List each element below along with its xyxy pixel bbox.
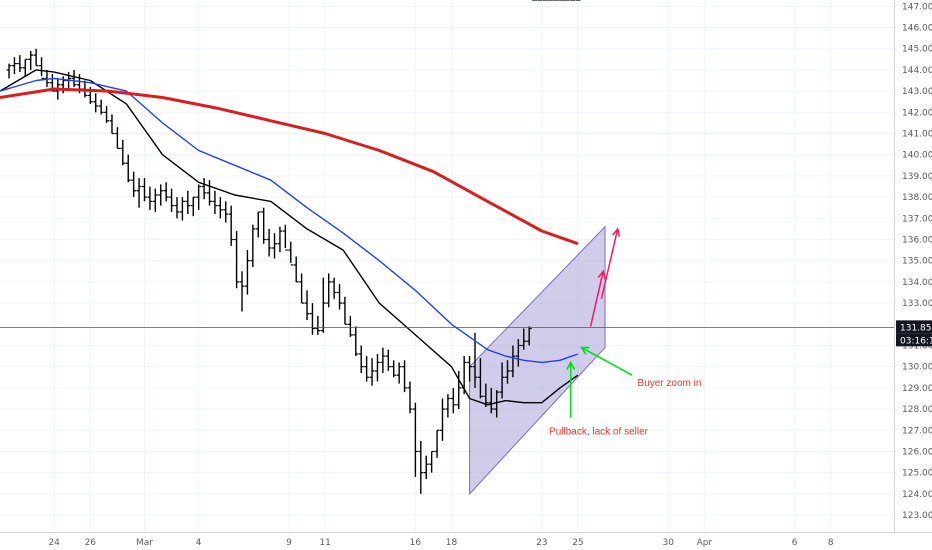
y-tick-label: 143.000 xyxy=(902,87,932,97)
x-tick-label: 4 xyxy=(196,538,202,548)
last-price-tag xyxy=(896,320,932,334)
x-tick-label: 23 xyxy=(536,538,547,548)
price-channel xyxy=(469,225,606,496)
projection-arrow xyxy=(600,228,619,300)
projection-arrow xyxy=(589,271,604,327)
ema_mid-line xyxy=(0,77,579,364)
x-tick-label: 8 xyxy=(828,538,834,548)
time-axis[interactable]: 24 26 Mar 4 9 11 16 18 23 25 30 Apr 6 8 xyxy=(48,538,833,548)
x-tick-label: 25 xyxy=(572,538,583,548)
last-price-label: 131.855 xyxy=(900,323,932,333)
y-tick-label: 144.000 xyxy=(902,66,932,76)
y-tick-label: 141.000 xyxy=(902,130,932,140)
annotations: Buyer zoom in Pullback, lack of seller xyxy=(549,346,702,438)
projection-arrow-head xyxy=(597,269,606,280)
projection-arrow-head xyxy=(612,227,621,237)
y-tick-label: 135.000 xyxy=(902,257,932,267)
y-tick-label: 133.000 xyxy=(902,299,932,309)
last-price-tags: 131.855 03:16:10 xyxy=(896,320,932,347)
y-tick-label: 125.000 xyxy=(902,469,932,479)
x-tick-label: 11 xyxy=(319,538,330,548)
channel-area xyxy=(469,225,606,496)
ema_fast-line xyxy=(0,69,579,406)
x-tick-label: 16 xyxy=(410,538,422,548)
pointer-arrow xyxy=(581,346,633,376)
y-tick-label: 134.000 xyxy=(902,278,932,288)
x-tick-label: 6 xyxy=(792,538,798,548)
pointer-arrow-head xyxy=(580,346,590,355)
y-tick-label: 140.000 xyxy=(902,151,932,161)
x-tick-label: 24 xyxy=(48,538,60,548)
y-tick-label: 138.000 xyxy=(902,193,932,203)
y-tick-label: 124.000 xyxy=(902,490,932,500)
y-tick-label: 147.000 xyxy=(902,2,932,12)
grid-lines xyxy=(0,0,894,532)
y-tick-label: 127.000 xyxy=(902,426,932,436)
y-tick-label: 126.000 xyxy=(902,447,932,457)
y-tick-label: 139.000 xyxy=(902,172,932,182)
y-tick-label: 137.000 xyxy=(902,214,932,224)
ema_slow-line xyxy=(0,87,579,246)
y-tick-label: 136.000 xyxy=(902,236,932,246)
moving-average-lines xyxy=(0,69,894,406)
y-tick-label: 146.000 xyxy=(902,24,932,34)
countdown-tag xyxy=(896,333,932,347)
y-tick-label: 142.000 xyxy=(902,108,932,118)
x-tick-label: Apr xyxy=(697,538,713,548)
y-tick-label: 145.000 xyxy=(902,45,932,55)
ohlc-bars xyxy=(6,0,581,494)
pointer-arrow-head xyxy=(566,360,576,370)
x-tick-label: 9 xyxy=(286,538,292,548)
y-tick-label: 128.000 xyxy=(902,405,932,415)
countdown-label: 03:16:10 xyxy=(900,336,932,346)
annotation-label: Buyer zoom in xyxy=(638,378,702,389)
projection-arrows xyxy=(589,227,621,327)
annotation-label: Pullback, lack of seller xyxy=(549,427,649,438)
price-axis[interactable]: 123.000 124.000 125.000 126.000 127.000 128.0… xyxy=(902,2,932,521)
x-tick-label: Mar xyxy=(136,538,153,548)
x-tick-label: 30 xyxy=(663,538,675,548)
y-tick-label: 129.000 xyxy=(902,384,932,394)
x-tick-label: 18 xyxy=(446,538,458,548)
x-tick-label: 26 xyxy=(85,538,97,548)
y-tick-label: 130.000 xyxy=(902,363,932,373)
y-tick-label: 131.000 xyxy=(902,341,932,351)
y-tick-label: 123.000 xyxy=(902,511,932,521)
